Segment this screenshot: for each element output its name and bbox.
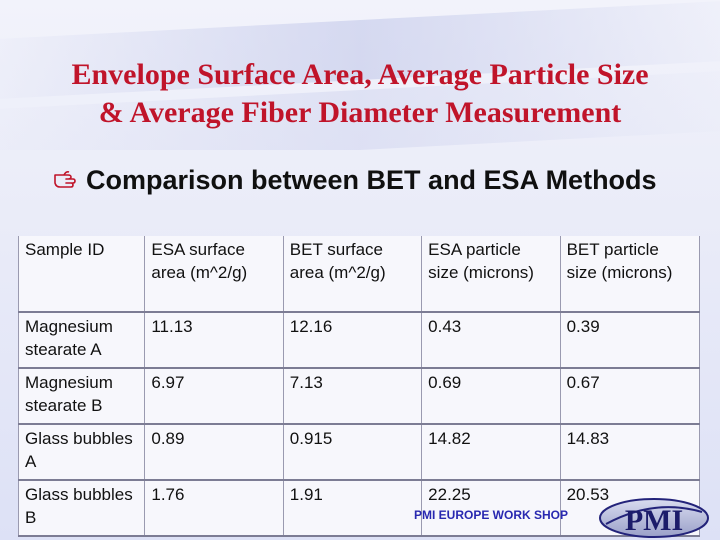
table-cell: Magnesium stearate B (17, 368, 146, 424)
table-row: Glass bubbles A 0.89 0.915 14.82 14.83 (17, 424, 701, 480)
slide-title: Envelope Surface Area, Average Particle … (0, 56, 720, 132)
header-cell: BET particle size (microns) (559, 236, 701, 312)
table-cell: Glass bubbles B (17, 480, 146, 536)
title-line-2: & Average Fiber Diameter Measurement (98, 96, 622, 129)
bullet-text: Comparison between BET and ESA Methods (86, 165, 657, 195)
table-cell: 1.91 (282, 480, 423, 536)
table-cell: 14.82 (421, 424, 561, 480)
header-cell: Sample ID (17, 236, 146, 312)
table-cell: 1.76 (144, 480, 284, 536)
table-cell: 0.67 (559, 368, 701, 424)
pmi-logo: PMI (599, 498, 709, 538)
title-line-1: Envelope Surface Area, Average Particle … (71, 58, 649, 91)
footer-text: PMI EUROPE WORK SHOP (414, 508, 569, 522)
header-cell: ESA particle size (microns) (421, 236, 561, 312)
comparison-table: Sample ID ESA surface area (m^2/g) BET s… (17, 236, 701, 537)
table-cell: 0.915 (282, 424, 423, 480)
table-row: Magnesium stearate A 11.13 12.16 0.43 0.… (17, 312, 701, 368)
table-cell: 0.43 (421, 312, 561, 368)
table-row: Magnesium stearate B 6.97 7.13 0.69 0.67 (17, 368, 701, 424)
header-cell: BET surface area (m^2/g) (282, 236, 423, 312)
table-cell: Magnesium stearate A (17, 312, 146, 368)
table-cell: 14.83 (559, 424, 701, 480)
table-cell: 0.89 (144, 424, 284, 480)
table-cell: 0.69 (421, 368, 561, 424)
table-cell: 0.39 (559, 312, 701, 368)
header-cell: ESA surface area (m^2/g) (144, 236, 284, 312)
table-cell: 22.25 (421, 480, 561, 536)
table-cell: 12.16 (282, 312, 423, 368)
table-cell: 11.13 (144, 312, 284, 368)
table-cell: 6.97 (144, 368, 284, 424)
pointing-hand-icon (54, 171, 76, 188)
table-cell: 7.13 (282, 368, 423, 424)
table-cell: Glass bubbles A (17, 424, 146, 480)
table-header-row: Sample ID ESA surface area (m^2/g) BET s… (17, 236, 701, 312)
logo-text: PMI (625, 504, 683, 537)
